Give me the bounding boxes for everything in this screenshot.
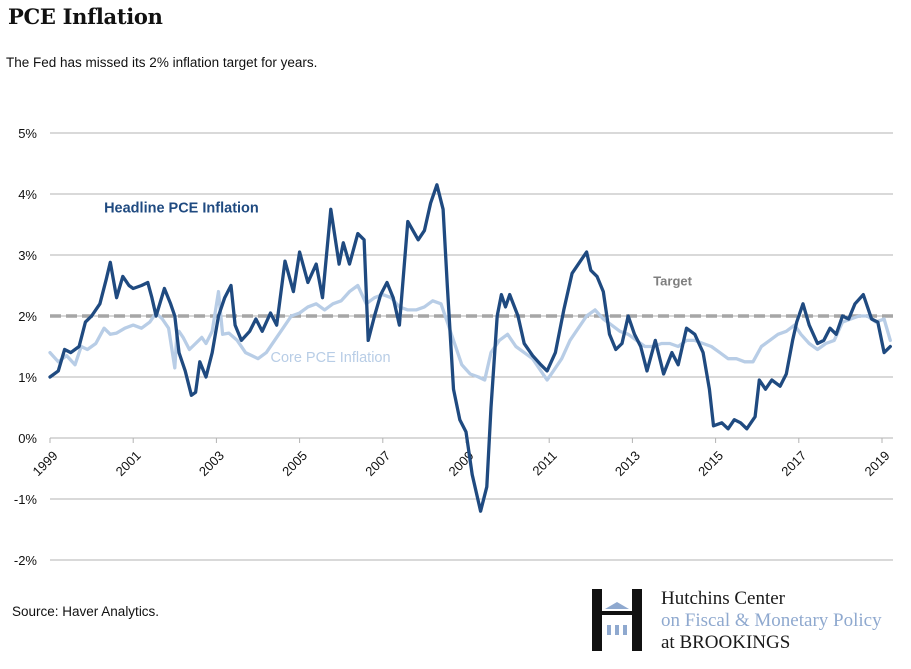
series-lines — [48, 183, 892, 513]
x-tick-label: 2001 — [113, 448, 144, 479]
gridlines — [50, 132, 893, 561]
x-tick-label: 1999 — [29, 448, 60, 479]
hutchins-center-logo: Hutchins Center on Fiscal & Monetary Pol… — [592, 588, 911, 658]
logo-line-hutchins: Hutchins Center — [661, 588, 786, 609]
x-tick-label: 2019 — [861, 448, 892, 479]
chart-title: PCE Inflation — [8, 4, 163, 29]
pce-inflation-chart: 5% 4% 3% 2% 1% 0% -1% -2% 1999 2001 2003 2005 2007 2… — [14, 126, 893, 568]
y-tick-label: 1% — [18, 370, 37, 385]
y-tick-label: -2% — [14, 553, 38, 568]
x-tick-label: 2011 — [529, 448, 559, 478]
y-tick-label: 4% — [18, 187, 37, 202]
y-tick-label: 5% — [18, 126, 37, 141]
x-tick-label: 2003 — [196, 448, 227, 479]
headline-series-line — [48, 183, 892, 513]
annotations: Headline PCE Inflation Core PCE Inflatio… — [104, 200, 693, 365]
y-axis: 5% 4% 3% 2% 1% 0% -1% -2% — [14, 126, 38, 568]
y-tick-label: 3% — [18, 248, 37, 263]
chart-subtitle: The Fed has missed its 2% inflation targ… — [6, 55, 318, 70]
logo-line-brookings: at BROOKINGS — [661, 632, 791, 653]
y-tick-label: 0% — [18, 431, 37, 446]
source-note: Source: Haver Analytics. — [12, 604, 160, 619]
x-tick-label: 2013 — [612, 448, 643, 479]
x-tick-label: 2015 — [695, 448, 726, 479]
x-tick-label: 2007 — [362, 448, 393, 479]
core-series-label: Core PCE Inflation — [270, 350, 390, 366]
target-label: Target — [653, 274, 692, 289]
hutchins-h-building-icon — [592, 589, 642, 651]
x-tick-label: 2005 — [279, 448, 310, 479]
y-tick-label: 2% — [18, 309, 37, 324]
headline-series-label: Headline PCE Inflation — [104, 200, 259, 216]
logo-line-fiscal-monetary: on Fiscal & Monetary Policy — [661, 610, 882, 631]
x-tick-label: 2017 — [778, 448, 809, 479]
y-tick-label: -1% — [14, 492, 38, 507]
x-axis: 1999 2001 2003 2005 2007 2009 2011 2013 2015 2017… — [29, 437, 893, 479]
